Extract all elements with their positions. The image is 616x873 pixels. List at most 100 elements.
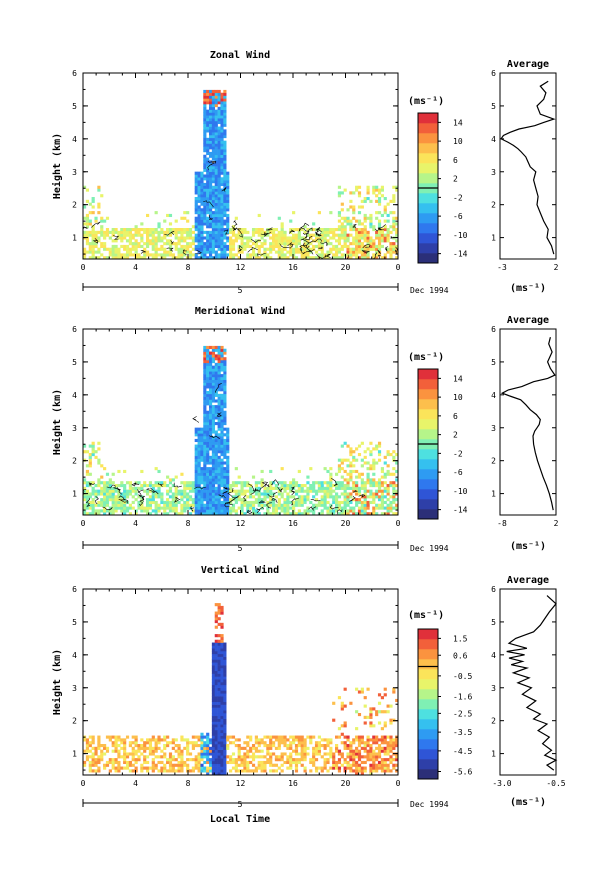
heatmap-cell — [197, 250, 201, 254]
heatmap-cell — [209, 393, 213, 397]
heatmap-cell — [214, 698, 218, 703]
heatmap-cell — [223, 746, 227, 750]
heatmap-cell — [383, 461, 387, 465]
zonal-wind-date-label: Dec 1994 — [410, 286, 449, 295]
zero-contour — [238, 244, 243, 252]
heatmap-cell — [243, 763, 247, 767]
heatmap-cell — [226, 481, 230, 485]
heatmap-cell — [168, 506, 173, 510]
heatmap-cell — [146, 498, 150, 502]
heatmap-cell — [197, 461, 201, 465]
heatmap-cell — [206, 419, 210, 423]
heatmap-cell — [360, 472, 364, 476]
heatmap-cell — [83, 444, 87, 448]
heatmap-cell — [369, 755, 373, 759]
heatmap-cell — [148, 738, 153, 742]
heatmap-cell — [352, 250, 356, 254]
heatmap-cell — [114, 741, 118, 745]
heatmap-cell — [211, 95, 216, 99]
merid-wind-ytick-label: 3 — [72, 424, 77, 433]
heatmap-cell — [346, 219, 350, 223]
heatmap-cell — [389, 199, 393, 203]
heatmap-cell — [303, 256, 307, 259]
vert-wind-xtick-label: 8 — [186, 779, 191, 788]
vert-average-ytick-label: 6 — [491, 585, 496, 594]
heatmap-cell — [340, 458, 344, 462]
heatmap-cell — [300, 486, 304, 490]
heatmap-cell — [223, 244, 227, 249]
heatmap-cell — [220, 427, 224, 431]
heatmap-cell — [217, 247, 221, 251]
heatmap-cell — [183, 500, 187, 505]
heatmap-cell — [229, 253, 233, 257]
heatmap-cell — [220, 698, 224, 703]
heatmap-cell — [197, 242, 201, 246]
heatmap-cell — [369, 758, 373, 762]
heatmap-cell — [203, 393, 207, 397]
heatmap-cell — [395, 469, 398, 474]
heatmap-cell — [209, 374, 213, 378]
heatmap-cell — [203, 760, 207, 765]
heatmap-cell — [206, 357, 210, 361]
heatmap-cell — [117, 760, 121, 765]
heatmap-cell — [320, 253, 324, 257]
heatmap-cell — [389, 749, 393, 753]
heatmap-cell — [217, 735, 221, 739]
heatmap-cell — [194, 197, 198, 201]
vert-wind-colorbar-band — [418, 759, 438, 770]
heatmap-cell — [148, 228, 153, 232]
heatmap-cell — [134, 242, 138, 246]
heatmap-cell — [343, 230, 347, 234]
heatmap-cell — [220, 228, 224, 232]
heatmap-cell — [180, 769, 184, 773]
heatmap-cell — [352, 247, 356, 251]
zonal-wind-ytick-label: 4 — [72, 135, 77, 144]
heatmap-cell — [323, 236, 327, 240]
heatmap-cell — [283, 506, 287, 510]
heatmap-cell — [214, 371, 218, 375]
heatmap-cell — [380, 469, 384, 474]
heatmap-cell — [254, 738, 258, 742]
heatmap-cell — [111, 239, 115, 243]
heatmap-cell — [194, 253, 198, 257]
heatmap-cell — [340, 467, 344, 471]
heatmap-cell — [209, 376, 213, 381]
heatmap-cell — [197, 185, 201, 189]
heatmap-cell — [277, 481, 281, 485]
heatmap-cell — [283, 481, 287, 485]
heatmap-cell — [269, 741, 273, 745]
heatmap-cell — [289, 481, 293, 485]
heatmap-cell — [312, 489, 316, 493]
heatmap-cell — [223, 467, 227, 471]
heatmap-cell — [223, 208, 227, 212]
heatmap-cell — [231, 256, 236, 259]
merid-average-xtick-label-left: -8 — [497, 519, 507, 528]
heatmap-cell — [168, 486, 173, 490]
zero-contour — [106, 484, 116, 489]
zonal-wind-xtick-label: 0 — [396, 263, 401, 272]
heatmap-cell — [211, 345, 216, 350]
heatmap-cell — [332, 509, 336, 513]
heatmap-cell — [283, 741, 287, 745]
heatmap-cell — [197, 236, 201, 240]
heatmap-cell — [314, 746, 319, 750]
heatmap-cell — [108, 495, 112, 499]
heatmap-cell — [352, 758, 356, 762]
heatmap-cell — [220, 379, 224, 383]
heatmap-cell — [277, 766, 281, 770]
heatmap-cell — [203, 132, 207, 136]
heatmap-cell — [217, 755, 221, 759]
heatmap-cell — [274, 755, 279, 759]
heatmap-cell — [105, 233, 110, 237]
heatmap-cell — [97, 478, 101, 482]
heatmap-cell — [214, 143, 218, 147]
heatmap-cell — [395, 256, 398, 259]
zonal-wind-heatmap-cells — [83, 89, 398, 259]
heatmap-cell — [91, 486, 95, 490]
heatmap-cell — [211, 391, 216, 395]
heatmap-cell — [211, 101, 216, 105]
heatmap-cell — [177, 744, 181, 748]
heatmap-cell — [226, 205, 230, 209]
heatmap-cell — [223, 106, 227, 110]
heatmap-cell — [292, 236, 296, 240]
